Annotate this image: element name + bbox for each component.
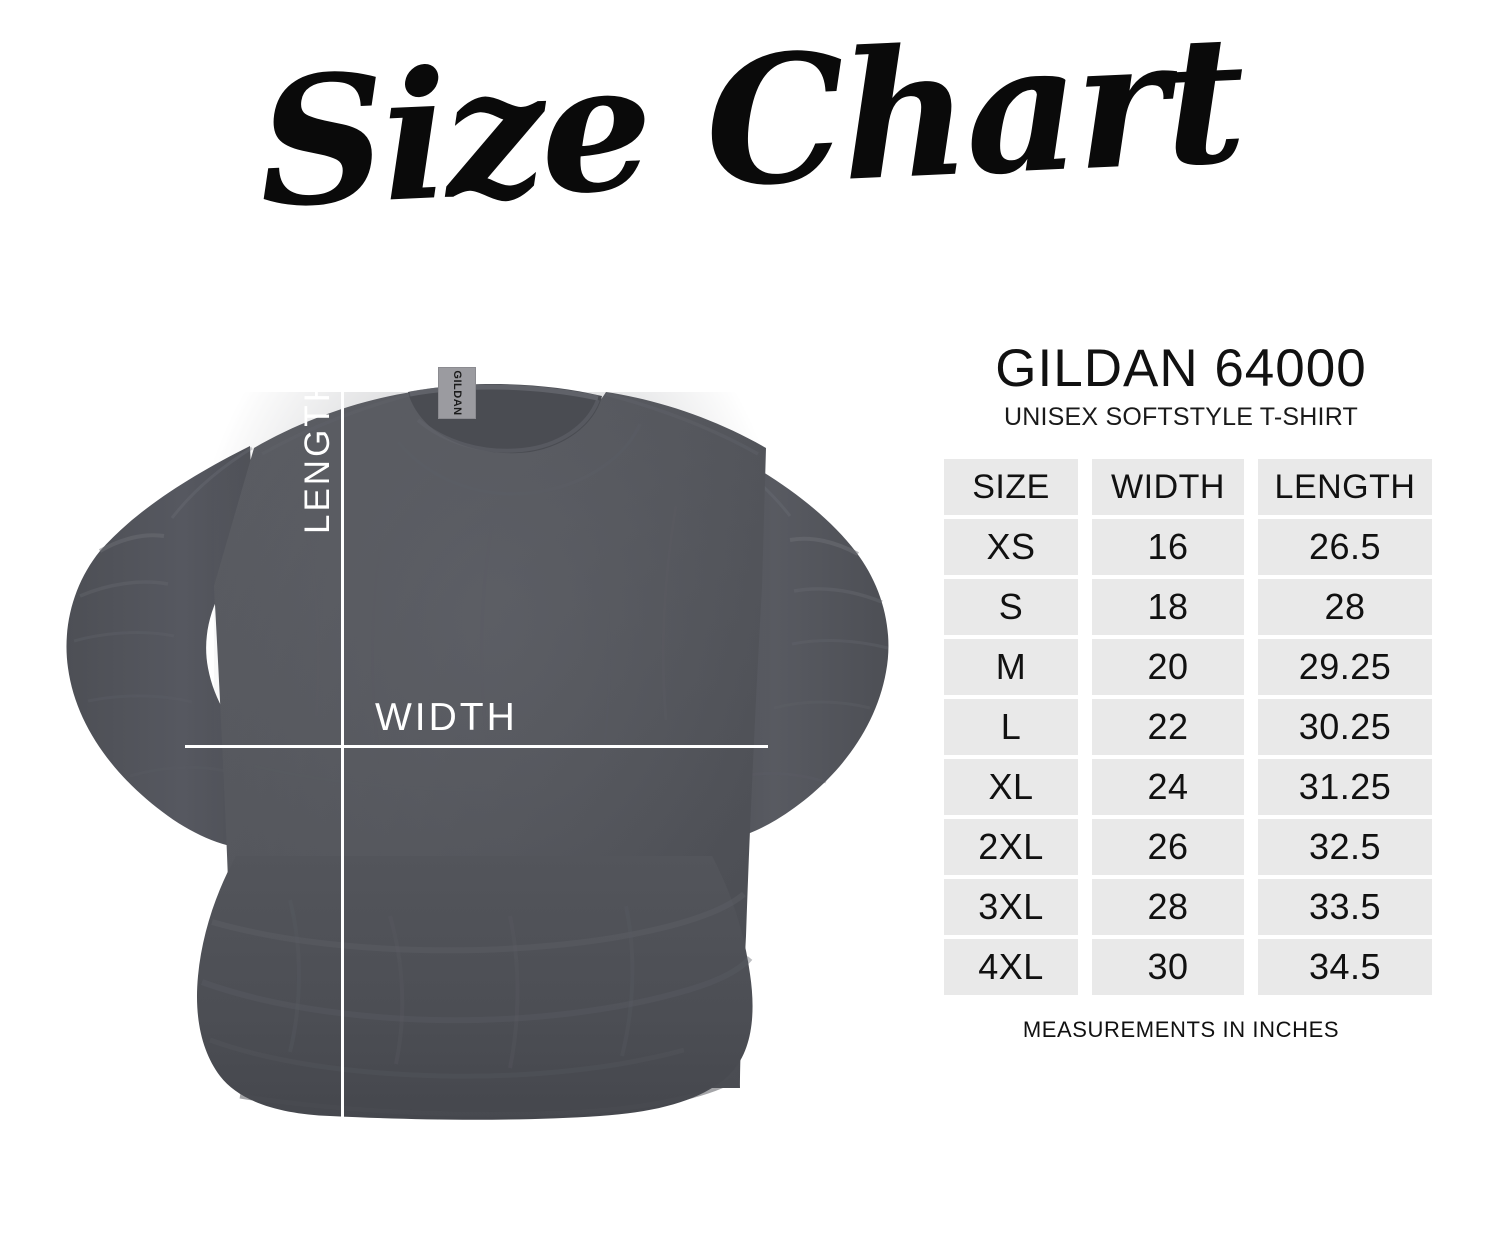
cell-width: 20 [1092,639,1244,696]
product-description: UNISEX SOFTSTYLE T-SHIRT [1004,403,1358,432]
cell-length: 28 [1258,579,1432,636]
cell-length: 31.25 [1258,759,1432,816]
shirt-hem [196,856,753,1120]
table-row: XL 24 31.25 [944,759,1432,816]
cell-length: 26.5 [1258,519,1432,576]
cell-size: XS [944,519,1078,576]
column-header-width: WIDTH [1092,459,1244,516]
length-measure-label: LENGTH [298,374,337,534]
table-row: L 22 30.25 [944,699,1432,756]
cell-length: 32.5 [1258,819,1432,876]
table-row: 4XL 30 34.5 [944,939,1432,996]
neck-tag: GILDAN [438,367,476,419]
cell-width: 28 [1092,879,1244,936]
tshirt-diagram: LENGTH WIDTH GILDAN [40,296,920,1176]
cell-size: M [944,639,1078,696]
table-row: 3XL 28 33.5 [944,879,1432,936]
cell-width: 18 [1092,579,1244,636]
table-header-row: SIZE WIDTH LENGTH [944,459,1432,516]
cell-width: 24 [1092,759,1244,816]
cell-length: 30.25 [1258,699,1432,756]
cell-width: 22 [1092,699,1244,756]
neck-tag-label: GILDAN [451,370,463,416]
width-measure-line [185,745,768,748]
size-table: SIZE WIDTH LENGTH XS 16 26.5 S 18 28 M 2… [930,455,1446,999]
cell-width: 16 [1092,519,1244,576]
cell-size: L [944,699,1078,756]
cell-length: 33.5 [1258,879,1432,936]
cell-size: 4XL [944,939,1078,996]
width-measure-label: WIDTH [375,696,518,739]
table-row: XS 16 26.5 [944,519,1432,576]
table-row: S 18 28 [944,579,1432,636]
page-title: Size Chart [254,0,1246,248]
column-header-length: LENGTH [1258,459,1432,516]
column-header-size: SIZE [944,459,1078,516]
length-measure-line [341,310,344,1120]
cell-length: 34.5 [1258,939,1432,996]
table-row: M 20 29.25 [944,639,1432,696]
cell-width: 30 [1092,939,1244,996]
cell-size: S [944,579,1078,636]
cell-length: 29.25 [1258,639,1432,696]
tshirt-illustration [66,384,889,1120]
cell-width: 26 [1092,819,1244,876]
size-info-panel: GILDAN 64000 UNISEX SOFTSTYLE T-SHIRT SI… [930,340,1432,1043]
product-brand-title: GILDAN 64000 [995,339,1367,398]
table-row: 2XL 26 32.5 [944,819,1432,876]
cell-size: 3XL [944,879,1078,936]
cell-size: XL [944,759,1078,816]
cell-size: 2XL [944,819,1078,876]
measurement-units-note: MEASUREMENTS IN INCHES [1022,1017,1340,1043]
